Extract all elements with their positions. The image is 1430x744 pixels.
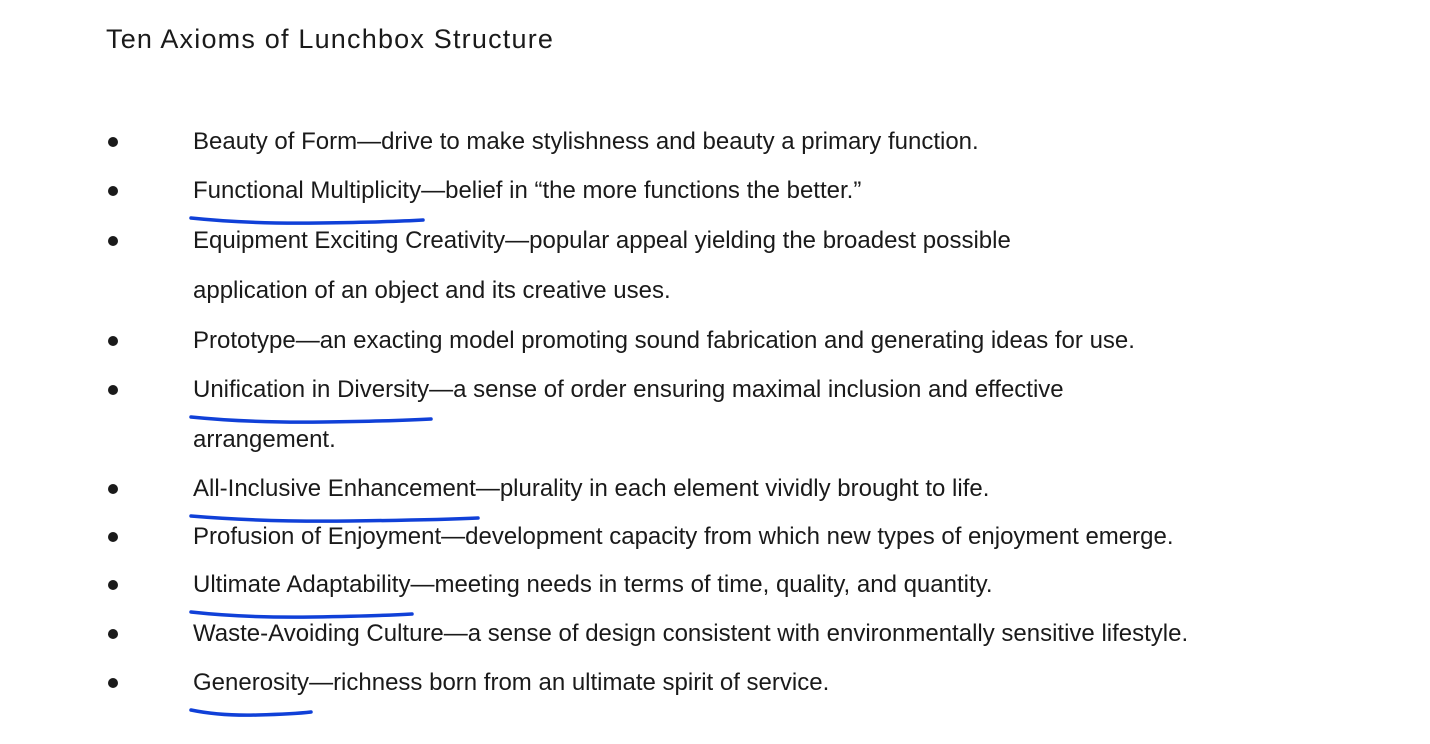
pen-stroke (189, 514, 480, 523)
bullet-icon (108, 236, 118, 246)
axiom-text: Profusion of Enjoyment—development capac… (193, 512, 1393, 562)
axiom-description: belief in “the more functions the better… (445, 177, 862, 204)
bullet-icon (108, 186, 118, 196)
axiom-text: Waste-Avoiding Culture—a sense of design… (193, 609, 1393, 659)
axiom-term: Profusion of Enjoyment (193, 523, 442, 550)
axiom-description: richness born from an ultimate spirit of… (333, 669, 830, 696)
pen-stroke (189, 415, 433, 424)
axiom-description: popular appeal yielding the broadest pos… (529, 227, 1011, 254)
bullet-icon (108, 532, 118, 542)
axiom-description: a sense of design consistent with enviro… (467, 620, 1189, 647)
axiom-separator: — (443, 620, 468, 647)
axiom-term: Prototype (193, 327, 296, 354)
axiom-description: an exacting model promoting sound fabric… (319, 327, 1135, 354)
axiom-term: Ultimate Adaptability (189, 560, 414, 619)
axiom-separator: — (429, 376, 454, 403)
axiom-term: Functional Multiplicity (189, 166, 425, 225)
pen-stroke (189, 610, 414, 619)
axiom-text: Prototype—an exacting model promoting so… (193, 316, 1393, 366)
pen-underline-mark (189, 514, 480, 523)
axiom-text: Equipment Exciting Creativity—popular ap… (193, 216, 1393, 266)
axiom-text: Ultimate Adaptability —meeting needs in t… (189, 560, 1393, 619)
bullet-icon (108, 678, 118, 688)
bullet-icon (108, 484, 118, 494)
axiom-description: drive to make stylishness and beauty a p… (381, 128, 979, 155)
axiom-text: Unification in Diversity —a sense of orde… (189, 365, 1393, 424)
bullet-icon (108, 385, 118, 395)
axiom-description: meeting needs in terms of time, quality,… (434, 571, 993, 598)
axiom-separator: — (505, 227, 530, 254)
axiom-separator: — (421, 177, 446, 204)
bullet-icon (108, 629, 118, 639)
pen-underline-mark (189, 610, 414, 619)
axiom-separator: — (309, 669, 334, 696)
axiom-description: development capacity from which new type… (465, 523, 1174, 550)
page-title: Ten Axioms of Lunchbox Structure (106, 24, 555, 54)
bullet-icon (108, 580, 118, 590)
pen-underline-mark (189, 415, 433, 424)
axiom-continuation: application of an object and its creativ… (193, 277, 671, 304)
pen-stroke (189, 708, 313, 717)
axiom-description: a sense of order ensuring maximal inclus… (453, 376, 1064, 403)
axiom-text: Functional Multiplicity —belief in “the m… (189, 166, 1393, 225)
axiom-separator: — (475, 475, 500, 502)
axiom-text: Beauty of Form—drive to make stylishness… (193, 117, 1393, 167)
axiom-separator: — (357, 128, 382, 155)
pen-underline-mark (189, 708, 313, 717)
axiom-term: Generosity (189, 658, 313, 717)
pen-stroke (189, 216, 425, 225)
axiom-term: All-Inclusive Enhancement (189, 464, 480, 523)
axiom-text: Generosity —richness born from an ultimat… (189, 658, 1393, 717)
axiom-separator: — (295, 327, 320, 354)
axiom-continuation: arrangement. (193, 426, 336, 453)
bullet-icon (108, 137, 118, 147)
axiom-separator: — (410, 571, 435, 598)
axiom-term: Waste-Avoiding Culture (193, 620, 444, 647)
axiom-description: plurality in each element vividly brough… (499, 475, 990, 502)
bullet-icon (108, 336, 118, 346)
axiom-text: All-Inclusive Enhancement —plurality in e… (189, 464, 1393, 523)
pen-underline-mark (189, 216, 425, 225)
axiom-term: Equipment Exciting Creativity (193, 227, 506, 254)
axiom-term: Unification in Diversity (189, 365, 433, 424)
axiom-separator: — (441, 523, 466, 550)
axiom-term: Beauty of Form (193, 128, 358, 155)
